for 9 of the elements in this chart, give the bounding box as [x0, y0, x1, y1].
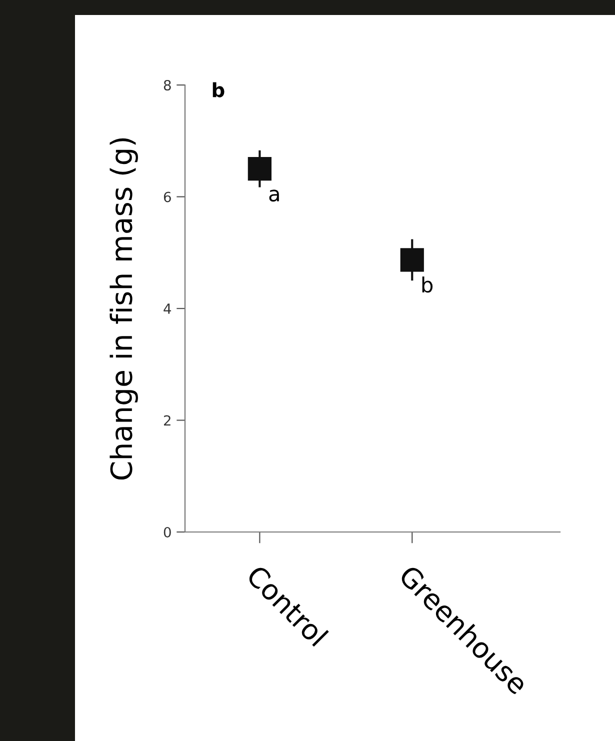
y-tick-label: 0: [164, 526, 171, 538]
y-axis-title: Change in fish mass (g): [110, 138, 138, 480]
annotation: b: [212, 82, 224, 98]
y-tick-label: 4: [164, 304, 172, 314]
y-tick-label: 8: [164, 80, 171, 90]
y-tick-label: 2: [164, 415, 170, 426]
annotation: b: [422, 276, 433, 293]
y-tick-label: 6: [164, 192, 171, 202]
annotation: a: [269, 190, 279, 202]
